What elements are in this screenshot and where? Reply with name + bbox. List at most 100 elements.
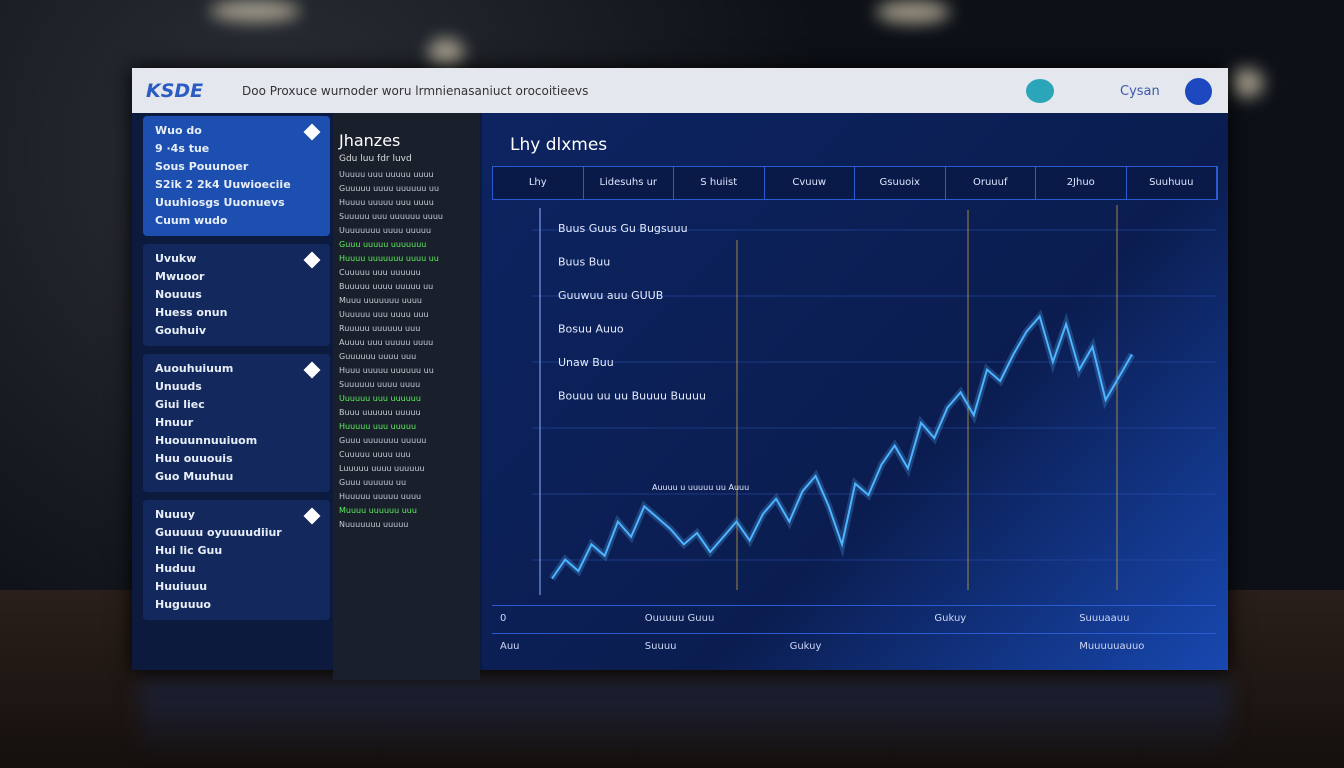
note: Auuuu u uuuuu uu Auuu <box>652 483 749 492</box>
feed-row: Guuuuu uuuu uuuuuu uu <box>339 184 440 193</box>
sidebar-item[interactable]: Nuuuy <box>155 508 195 521</box>
sidebar-item[interactable]: Huuiuuu <box>155 580 208 593</box>
price-glow <box>549 309 1136 581</box>
footer-cell: Gukuy <box>934 613 967 624</box>
sidebar-item[interactable]: Huduu <box>155 562 196 575</box>
feed-row: Luuuuu uuuu uuuuuu <box>339 464 425 473</box>
feed-row: Huuuu uuuuu uuu uuuu <box>339 198 434 207</box>
logo: KSDE <box>146 80 204 102</box>
tab[interactable]: Oruuuf <box>946 167 1036 199</box>
feed-row: Guuu uuuuuu uu <box>339 478 407 487</box>
bokeh <box>428 38 464 68</box>
reflection <box>140 680 1230 760</box>
sidebar-item[interactable]: Huu ouuouis <box>155 452 233 465</box>
feed-row: Ruuuuu uuuuuu uuu <box>339 324 421 333</box>
footer-row: Auu Suuuu Gukuy Muuuuuauuo <box>492 633 1216 660</box>
sidebar: Wuo do 9 ·4s tue Sous Pouunoer S2ik 2 2k4 U… <box>143 116 330 628</box>
avatar[interactable] <box>1185 78 1212 105</box>
annotation: Bouuu uu uu Buuuu Buuuu <box>558 390 706 403</box>
tab[interactable]: Lhy <box>493 167 584 199</box>
sidebar-item[interactable]: Uuuhiosgs Uuonuevs <box>155 196 285 209</box>
feed-title: Jhanzes <box>339 131 401 150</box>
sidebar-section: Nuuuy Guuuuu oyuuuudiiur Hui lic Guu Huduu H… <box>143 500 330 620</box>
sidebar-item[interactable]: Gouhuiv <box>155 324 207 337</box>
sidebar-item[interactable]: Mwuoor <box>155 270 205 283</box>
bokeh <box>1230 68 1264 98</box>
feed-row: Auuuu uuu uuuuu uuuu <box>339 338 434 347</box>
feed-row: Uuuuuuuu uuuu uuuuu <box>339 226 432 235</box>
header-title: Doo Proxuce wurnoder woru lrmnienasaniuc… <box>242 84 589 98</box>
tab[interactable]: S huiist <box>674 167 765 199</box>
sidebar-item[interactable]: Guo Muuhuu <box>155 470 234 483</box>
feed-row: Nuuuuuuu uuuuu <box>339 520 409 529</box>
feed-row: Uuuuu uuu uuuuu uuuu <box>339 170 434 179</box>
sidebar-item[interactable]: Wuo do <box>155 124 202 137</box>
feed-row: Suuuuu uuu uuuuuu uuuu <box>339 212 443 221</box>
footer-cell <box>926 634 1071 660</box>
sidebar-item[interactable]: 9 ·4s tue <box>155 142 210 155</box>
footer-cell: Auu <box>500 641 520 652</box>
sidebar-item[interactable]: Auouhuiuum <box>155 362 234 375</box>
sidebar-section: Uvukw Mwuoor Nouuus Huess onun Gouhuiv <box>143 244 330 346</box>
feed-row: Uuuuuu uuu uuuuuu <box>339 394 421 403</box>
top-bar: KSDE Doo Proxuce wurnoder woru lrmnienas… <box>132 68 1228 113</box>
sidebar-item[interactable]: S2ik 2 2k4 Uuwioeciie <box>155 178 291 191</box>
sidebar-item[interactable]: Sous Pouunoer <box>155 160 249 173</box>
feed-row: Huuu uuuuu uuuuuu uu <box>339 366 434 375</box>
dashboard: KSDE Doo Proxuce wurnoder woru lrmnienas… <box>132 68 1228 680</box>
feed-row: Buuuuu uuuu uuuuu uu <box>339 282 434 291</box>
sidebar-item[interactable]: Huouunnuuiuom <box>155 434 258 447</box>
bokeh <box>876 0 950 24</box>
sidebar-item[interactable]: Uvukw <box>155 252 197 265</box>
annotation: Guuwuu auu GUUB <box>558 289 663 302</box>
feed-subtitle: Gdu luu fdr luvd <box>339 154 412 164</box>
tabs: Lhy Lidesuhs ur S huiist Cvuuw Gsuuoix Oruuuf… <box>492 166 1218 200</box>
footer-row: 0 Ouuuuu Guuu Gukuy Suuuaauu <box>492 605 1216 632</box>
feed: Jhanzes Gdu luu fdr luvd Uuuuu uuu uuuuu… <box>333 113 480 680</box>
feed-row: Huuuuu uuuuu uuuu <box>339 492 422 501</box>
feed-row: Huuuu uuuuuuu uuuu uu <box>339 254 439 263</box>
annotation: Unaw Buu <box>558 356 614 369</box>
sidebar-item[interactable]: Giui liec <box>155 398 205 411</box>
tab[interactable]: Suuhuuu <box>1127 167 1217 199</box>
feed-row: Suuuuuu uuuu uuuu <box>339 380 421 389</box>
footer-cell: Suuuu <box>644 641 677 652</box>
annotation: Bosuu Auuo <box>558 323 624 336</box>
footer-cell: Suuuaauu <box>1079 613 1130 624</box>
sidebar-item[interactable]: Hnuur <box>155 416 194 429</box>
tab[interactable]: Lidesuhs ur <box>584 167 674 199</box>
sidebar-item[interactable]: Unuuds <box>155 380 202 393</box>
feed-row: Muuuu uuuuuu uuu <box>339 506 417 515</box>
sidebar-item[interactable]: Huess onun <box>155 306 228 319</box>
annotation: Buus Guus Gu Bugsuuu <box>558 222 688 235</box>
footer-cell <box>782 606 927 632</box>
user-name[interactable]: Cysan <box>1120 84 1160 99</box>
feed-row: Huuuuu uuu uuuuu <box>339 422 417 431</box>
tab[interactable]: Gsuuoix <box>855 167 946 199</box>
feed-row: Guuu uuuuu uuuuuuu <box>339 240 427 249</box>
annotation: Buus Buu <box>558 256 610 269</box>
chart-title: Lhy dlxmes <box>510 135 608 155</box>
feed-row: Guuuuuu uuuu uuu <box>339 352 417 361</box>
footer-cell: Muuuuuauuo <box>1079 641 1145 652</box>
feed-row: Cuuuuu uuuu uuu <box>339 450 411 459</box>
footer-cell: 0 <box>500 613 507 624</box>
bokeh <box>210 0 300 22</box>
chart-panel: Lhy dlxmes Lhy Lidesuhs ur S huiist Cvuuw Gs… <box>482 113 1228 670</box>
sidebar-section: Auouhuiuum Unuuds Giui liec Hnuur Huouunnuui… <box>143 354 330 492</box>
icon[interactable] <box>1026 79 1054 103</box>
sidebar-item[interactable]: Nouuus <box>155 288 202 301</box>
sidebar-item[interactable]: Guuuuu oyuuuudiiur <box>155 526 282 539</box>
feed-row: Uuuuuu uuu uuuu uuu <box>339 310 429 319</box>
feed-row: Buuu uuuuuu uuuuu <box>339 408 421 417</box>
sidebar-item[interactable]: Hui lic Guu <box>155 544 223 557</box>
sidebar-section: Wuo do 9 ·4s tue Sous Pouunoer S2ik 2 2k4 U… <box>143 116 330 236</box>
sidebar-item[interactable]: Huguuuo <box>155 598 211 611</box>
tab[interactable]: 2Jhuo <box>1036 167 1127 199</box>
feed-row: Guuu uuuuuuu uuuuu <box>339 436 427 445</box>
tab[interactable]: Cvuuw <box>765 167 855 199</box>
sidebar-item[interactable]: Cuum wudo <box>155 214 228 227</box>
plot: Buus Guus Gu Bugsuuu Buus Buu Guuwuu auu G… <box>532 205 1216 595</box>
feed-row: Muuu uuuuuuu uuuu <box>339 296 422 305</box>
